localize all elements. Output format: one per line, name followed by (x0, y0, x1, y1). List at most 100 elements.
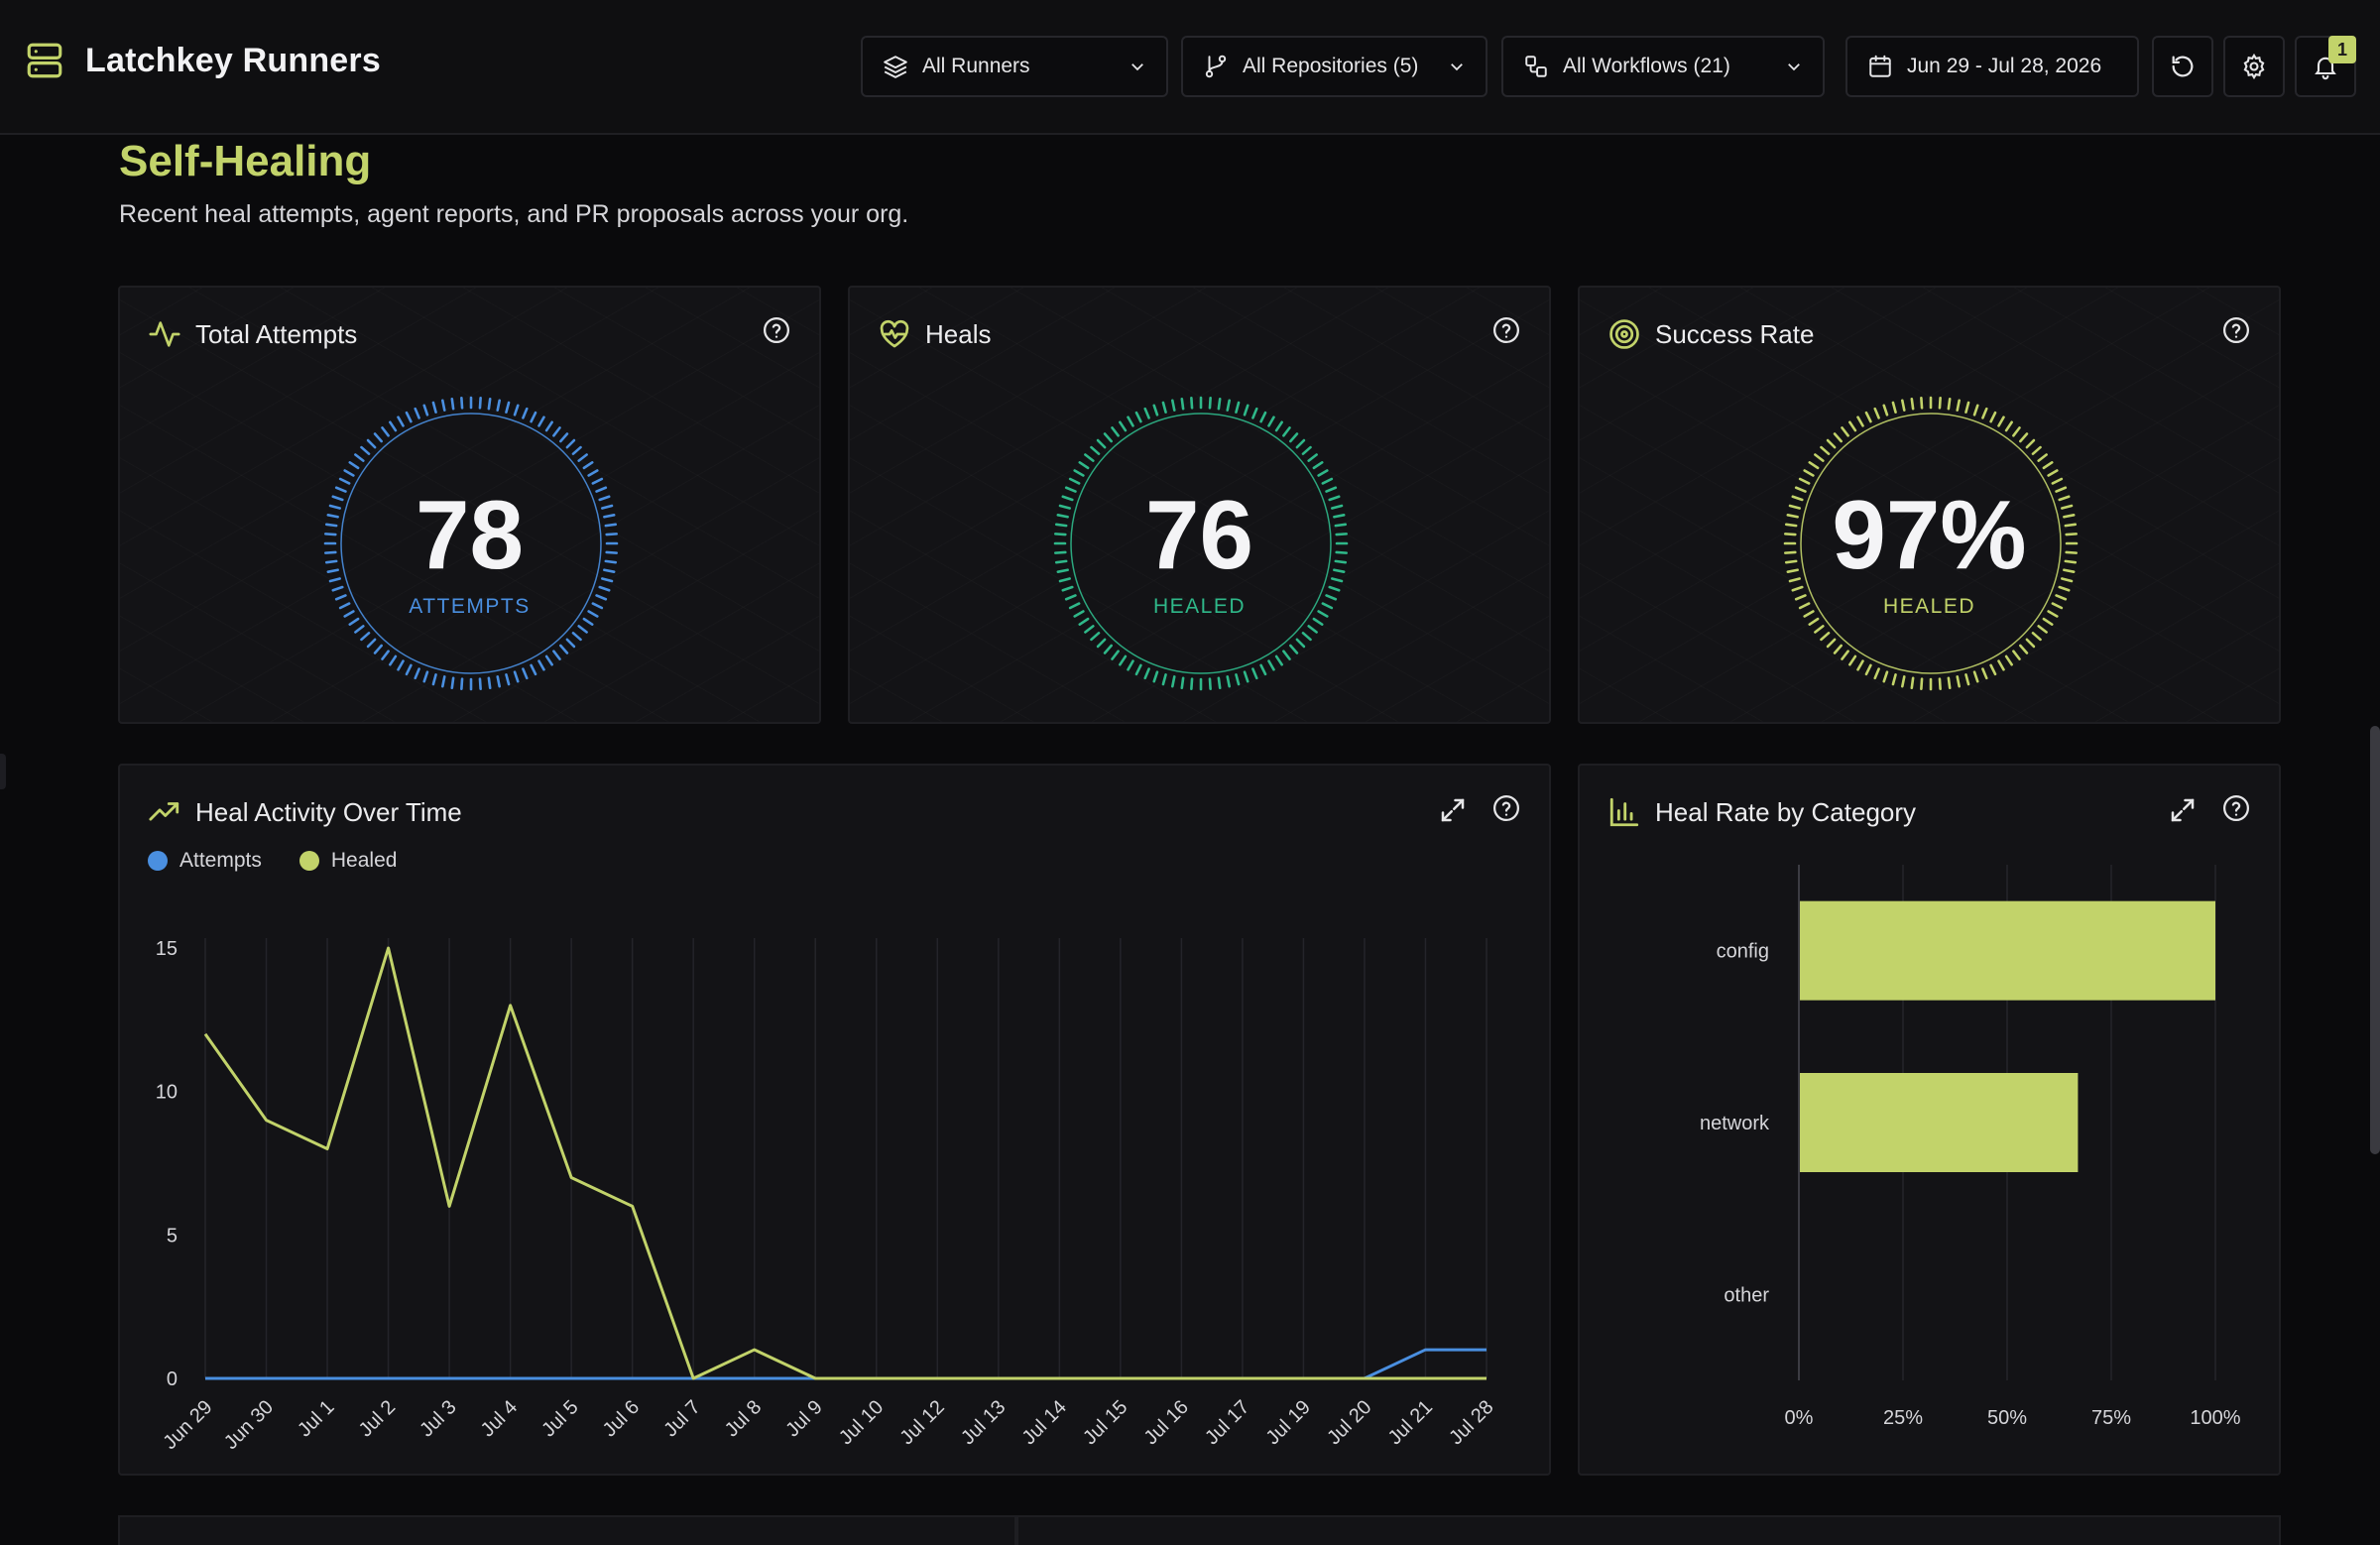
gauge-tick (605, 550, 618, 554)
gauge-tick (360, 632, 371, 642)
gauge-tick (1301, 632, 1312, 642)
gauge-tick (354, 453, 365, 462)
gauge-tick (348, 617, 360, 626)
gauge-tick (544, 420, 553, 432)
x-tick-label: Jul 5 (537, 1396, 582, 1441)
page-title: Self-Healing (119, 137, 372, 185)
gauge-tick (1235, 673, 1241, 686)
bar-chart-icon (1609, 797, 1639, 827)
gauge-tick (1981, 667, 1988, 680)
repositories-label: All Repositories (5) (1243, 55, 1419, 77)
gauge-tick (1808, 461, 1820, 470)
heals-unit: HEALED (1152, 595, 1247, 618)
gauge-tick (1882, 670, 1889, 683)
help-icon[interactable] (1491, 793, 1521, 823)
x-tick-label: Jul 17 (1201, 1396, 1253, 1449)
gauge-tick (1127, 659, 1134, 671)
gauge-ring (1070, 413, 1332, 674)
brand[interactable]: Latchkey Runners (24, 40, 381, 81)
gauge-tick (1794, 594, 1807, 601)
legend-attempts[interactable]: Attempts (148, 849, 262, 873)
gauge-tick (2019, 644, 2029, 654)
gauge-tick (1331, 577, 1344, 583)
gauge-tick (595, 486, 608, 493)
gauge-tick (2051, 477, 2064, 485)
heal-rate-title: Heal Rate by Category (1655, 796, 1917, 827)
gauge-tick (1910, 397, 1915, 411)
gauge-tick (1056, 514, 1069, 519)
gauge-tick (2031, 632, 2042, 642)
top-bar: Latchkey Runners All Runners All Reposit… (0, 0, 2380, 135)
refresh-button[interactable] (2152, 36, 2213, 97)
gauge-tick (1938, 397, 1942, 410)
gauge-tick (1180, 397, 1185, 411)
gauge-tick (1328, 585, 1341, 592)
gauge-tick (331, 495, 344, 502)
expand-icon[interactable] (2168, 795, 2198, 825)
gauge-tick (1143, 407, 1150, 419)
gauge-tick (1161, 673, 1167, 686)
workflows-dropdown[interactable]: All Workflows (21) (1501, 36, 1825, 97)
gauge-tick (326, 568, 339, 573)
gauge-tick (2037, 625, 2048, 634)
gauge-tick (1103, 432, 1113, 443)
gauge-tick (1788, 504, 1801, 510)
gauge-tick (1054, 533, 1067, 536)
gauge-tick (587, 610, 599, 618)
gauge-tick (1882, 404, 1889, 416)
y-tick-label: 5 (167, 1225, 178, 1247)
gauge-tick (381, 650, 390, 660)
scrollbar-thumb[interactable] (2370, 726, 2380, 1154)
chevron-down-icon (1788, 63, 1800, 71)
help-icon[interactable] (2221, 315, 2251, 345)
y-tick-label: 10 (156, 1082, 178, 1104)
gauge-tick (487, 397, 492, 411)
gauge-tick (1152, 404, 1159, 416)
gauge-tick (1190, 677, 1194, 690)
gauge-tick (1267, 659, 1275, 671)
gauge-tick (552, 426, 561, 437)
side-handle[interactable] (0, 754, 6, 789)
gauge-tick (559, 644, 569, 654)
gauge-tick (441, 399, 446, 412)
notification-count-badge: 1 (2328, 36, 2356, 63)
help-icon[interactable] (1491, 315, 1521, 345)
total-attempts-gauge (323, 396, 619, 691)
gauge-tick (324, 550, 337, 554)
settings-button[interactable] (2223, 36, 2285, 97)
gauge-tick (565, 438, 576, 449)
series-line-attempts (205, 1348, 1487, 1380)
gauge-tick (1864, 411, 1872, 423)
gauge-tick (478, 677, 482, 690)
gauge-tick (1798, 602, 1811, 610)
gauge-tick (2065, 533, 2078, 536)
gauge-tick (354, 625, 365, 634)
runners-dropdown[interactable]: All Runners (861, 36, 1168, 97)
gauge-tick (1274, 420, 1283, 432)
gauge-tick (1972, 404, 1979, 416)
gauge-tick (1841, 426, 1849, 437)
gauge-tick (530, 411, 537, 423)
legend-healed[interactable]: Healed (298, 849, 397, 873)
date-range-picker[interactable]: Jun 29 - Jul 28, 2026 (1845, 36, 2139, 97)
gauge-tick (338, 477, 351, 485)
gauge-tick (1910, 676, 1915, 690)
gauge-tick (366, 438, 377, 449)
heal-rate-card: Heal Rate by Category 0% 25% 50% 75% 100% con… (1578, 764, 2281, 1476)
chevron-down-icon (1131, 63, 1143, 71)
help-icon[interactable] (2221, 793, 2251, 823)
gauge-tick (603, 514, 616, 519)
gauge-tick (1833, 432, 1843, 443)
gauge-tick (328, 504, 341, 510)
notifications-button[interactable]: 1 (2295, 36, 2356, 97)
gauge-tick (1981, 407, 1988, 419)
gauge-tick (1208, 677, 1212, 690)
repositories-dropdown[interactable]: All Repositories (5) (1181, 36, 1488, 97)
gauge-tick (1096, 438, 1107, 449)
gauge-tick (1111, 426, 1120, 437)
help-icon[interactable] (762, 315, 791, 345)
gauge-tick (2012, 650, 2021, 660)
expand-icon[interactable] (1438, 795, 1468, 825)
gauge-tick (328, 577, 341, 583)
gauge-tick (595, 594, 608, 601)
